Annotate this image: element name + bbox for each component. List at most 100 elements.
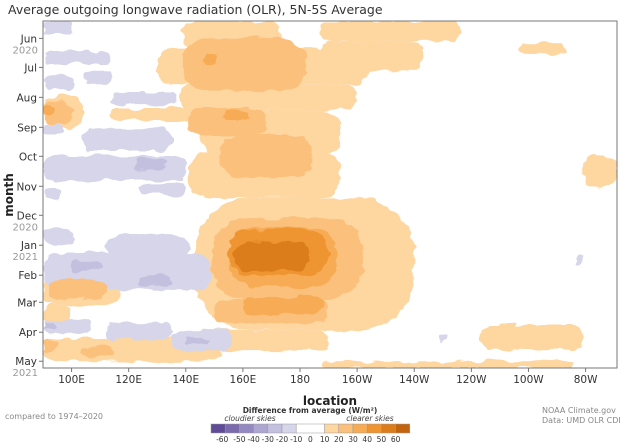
negative-anomaly-region (43, 229, 75, 244)
x-tick-label: 160E (230, 374, 257, 386)
legend-color-swatch (352, 423, 368, 434)
legend-tick-label: 60 (391, 435, 401, 443)
legend-clearer-note: clearer skies (346, 414, 394, 423)
legend-tick-label: -10 (290, 435, 302, 443)
chart-title: Average outgoing longwave radiation (OLR… (8, 2, 383, 17)
legend-cloudier-note: cloudier skies (224, 414, 275, 423)
y-tick-label: Jul (23, 62, 37, 74)
negative-anomaly-region (45, 75, 75, 91)
legend-color-swatch (295, 423, 325, 434)
legend-color-swatch (366, 423, 382, 434)
negative-anomaly-region (577, 254, 583, 267)
legend-tick-label: -20 (276, 435, 288, 443)
x-axis-label: location (303, 394, 357, 408)
positive-anomaly-region (43, 105, 55, 115)
positive-anomaly-region (519, 43, 566, 55)
x-tick-label: 160W (342, 374, 373, 386)
negative-anomaly-region (105, 322, 172, 340)
negative-anomaly-region (71, 259, 103, 272)
positive-anomaly-region (202, 54, 218, 65)
x-tick-label: 180 (290, 374, 310, 386)
legend-tick-label: 20 (334, 435, 344, 443)
negative-anomaly-region (111, 92, 178, 106)
y-tick-label: May (15, 356, 37, 368)
legend-tick-label: -30 (262, 435, 274, 443)
negative-anomaly-region (185, 338, 209, 345)
y-tick-label: Feb (18, 270, 37, 282)
positive-anomaly-region (320, 361, 575, 368)
y-tick-label: Sep (17, 122, 37, 134)
legend-color-swatch (253, 423, 269, 434)
negative-anomaly-region (82, 71, 112, 85)
negative-anomaly-region (43, 189, 61, 198)
positive-anomaly-region (222, 110, 249, 121)
negative-anomaly-region (45, 50, 112, 65)
legend-color-swatch (338, 423, 354, 434)
positive-anomaly-region (320, 21, 460, 42)
y-tick-year: 2020 (13, 45, 38, 56)
negative-anomaly-region (43, 125, 63, 136)
legend-color-swatch (239, 423, 254, 434)
negative-anomaly-region (82, 128, 172, 151)
positive-anomaly-region (582, 155, 617, 189)
legend-tick-label: 0 (308, 435, 313, 443)
y-tick-year: 2021 (13, 368, 38, 379)
positive-anomaly-region (180, 84, 358, 110)
positive-anomaly-region (320, 41, 423, 72)
legend-tick-label: -40 (247, 435, 259, 443)
legend-tick-label: 30 (348, 435, 358, 443)
legend-title: Difference from average (W/m²) (243, 406, 378, 415)
legend-tick-label: 10 (320, 435, 330, 443)
negative-anomaly-region (140, 275, 172, 287)
positive-anomaly-region (479, 324, 583, 350)
x-tick-label: 120W (456, 374, 487, 386)
legend-color-swatch (224, 423, 240, 434)
negative-anomaly-region (134, 158, 166, 171)
positive-anomaly-region (182, 38, 306, 91)
color-legend: Difference from average (W/m²) cloudier … (210, 406, 411, 443)
legend-color-swatch (395, 423, 411, 434)
legend-color-swatch (381, 423, 396, 434)
legend-color-swatch (281, 423, 297, 434)
y-axis-label: month (2, 173, 16, 217)
y-tick-label: Mar (17, 297, 37, 309)
positive-anomaly-region (48, 280, 106, 300)
legend-color-swatch (324, 423, 340, 434)
x-tick-label: 140W (399, 374, 430, 386)
legend-tick-label: 50 (377, 435, 387, 443)
x-tick-label: 120E (115, 374, 142, 386)
y-tick-label: Nov (17, 181, 38, 193)
negative-anomaly-region (439, 336, 449, 340)
legend-color-swatch (210, 423, 226, 434)
anomaly-field (43, 21, 617, 368)
x-tick-label: 80W (574, 374, 598, 386)
y-tick-label: Jun (20, 33, 37, 45)
credit-noaa: NOAA Climate.gov (542, 406, 616, 415)
negative-anomaly-region (43, 21, 75, 35)
y-tick-year: 2020 (13, 222, 38, 233)
positive-anomaly-region (80, 346, 112, 357)
legend-tick-label: -50 (233, 435, 245, 443)
legend-tick-label: -60 (216, 435, 228, 443)
negative-anomaly-region (140, 183, 186, 195)
x-axis: 100E 120E 140E 160E 180 160W 140W 120W 100W 80W (58, 368, 598, 386)
x-tick-label: 100E (58, 374, 85, 386)
y-tick-label: Aug (16, 92, 37, 104)
positive-anomaly-region (234, 241, 309, 272)
x-tick-label: 140E (172, 374, 199, 386)
credit-data-source: Data: UMD OLR CDR (542, 416, 620, 425)
y-tick-label: Jan (20, 240, 37, 252)
y-tick-year: 2021 (13, 252, 38, 263)
y-tick-label: Dec (17, 210, 38, 222)
positive-anomaly-region (242, 296, 323, 315)
y-axis: Jun2020JulAugSepOctNovDec2020Jan2021FebM… (13, 33, 43, 379)
positive-anomaly-region (43, 305, 72, 323)
legend-tick-label: 40 (362, 435, 372, 443)
negative-anomaly-region (43, 322, 58, 331)
y-tick-label: Apr (19, 327, 38, 339)
plot-frame (42, 20, 618, 369)
x-tick-label: 100W (513, 374, 544, 386)
legend-color-swatch (267, 423, 283, 434)
comparison-period-note: compared to 1974–2020 (5, 412, 103, 421)
